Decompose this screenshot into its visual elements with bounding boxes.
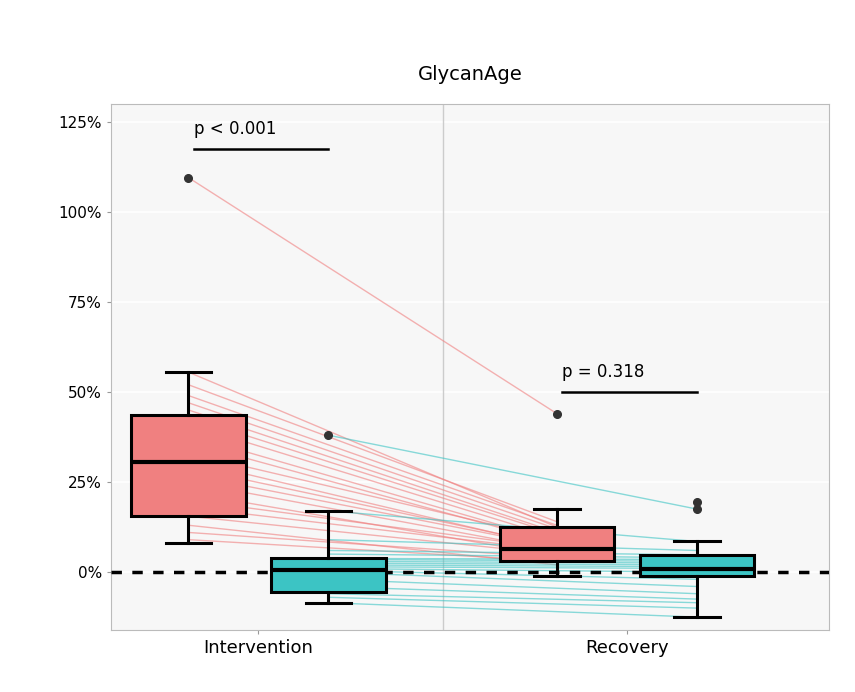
Text: p = 0.318: p = 0.318 (563, 363, 645, 381)
Bar (271, 558, 386, 592)
Bar (640, 555, 754, 576)
Text: p < 0.001: p < 0.001 (194, 120, 276, 138)
Bar (499, 527, 614, 561)
Text: GlycanAge: GlycanAge (418, 65, 522, 84)
Bar (132, 415, 245, 516)
